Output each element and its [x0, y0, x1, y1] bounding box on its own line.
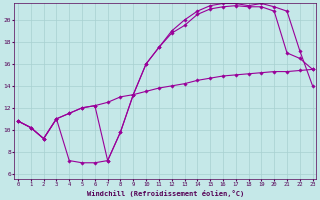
X-axis label: Windchill (Refroidissement éolien,°C): Windchill (Refroidissement éolien,°C)	[87, 190, 244, 197]
